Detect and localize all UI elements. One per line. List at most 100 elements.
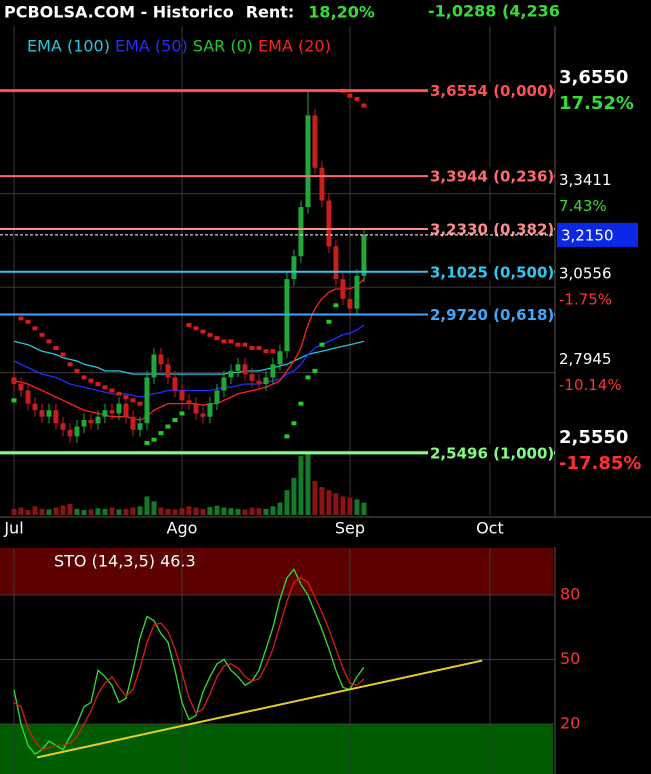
sar-dot [102, 385, 108, 390]
last-price-box [557, 222, 638, 247]
candle-body [144, 377, 150, 424]
sar-dot [67, 362, 73, 367]
fib-label-bg [428, 305, 554, 324]
candle-body [11, 377, 17, 384]
volume-bar [242, 509, 248, 515]
header-title: PCBOLSA.COM - Historico [4, 3, 234, 22]
candle-body [235, 364, 241, 371]
candle-body [60, 423, 66, 430]
fib-label-bg [428, 167, 554, 186]
sar-dot [347, 93, 353, 98]
volume-bar [284, 490, 290, 515]
sar-dot [95, 381, 101, 386]
volume-bar [102, 508, 108, 515]
volume-bar [354, 499, 360, 515]
candle-body [333, 246, 339, 280]
candle-body [214, 390, 220, 404]
sar-dot [291, 421, 297, 426]
volume-bar [39, 508, 45, 515]
sar-dot [158, 431, 164, 436]
sar-dot [228, 339, 234, 344]
candle-body [326, 200, 332, 247]
sar-dot [256, 345, 262, 350]
volume-bar [165, 508, 171, 515]
header-change: -1,0288 (4,236 [428, 2, 560, 21]
sar-dot [46, 339, 52, 344]
sar-dot [130, 398, 136, 403]
sar-dot [193, 326, 199, 331]
volume-bar [319, 487, 325, 515]
candle-body [32, 403, 38, 411]
volume-bar [305, 453, 311, 515]
volume-bar [326, 490, 332, 515]
candle-body [109, 410, 115, 414]
volume-bar [361, 502, 367, 515]
sar-dot [270, 349, 276, 354]
candle-body [39, 410, 45, 417]
sar-dot [60, 352, 66, 357]
sar-dot [319, 342, 325, 347]
y-tick-change: -17.85% [559, 453, 641, 474]
sar-dot [221, 339, 227, 344]
sar-dot [284, 434, 290, 439]
candle-body [354, 275, 360, 309]
candle-body [179, 390, 185, 401]
y-tick-change: -10.14% [559, 376, 622, 394]
volume-bar [67, 503, 73, 515]
candle-body [200, 413, 206, 417]
candle-body [88, 420, 94, 424]
sar-dot [18, 316, 24, 321]
candle-body [116, 403, 122, 414]
candle-body [46, 410, 52, 417]
sar-dot [333, 303, 339, 308]
x-axis-band [0, 517, 651, 547]
candle-body [263, 377, 269, 384]
candle-body [95, 416, 101, 424]
sar-dot [263, 349, 269, 354]
candle-body [137, 423, 143, 430]
sar-dot [298, 401, 304, 406]
volume-bar [263, 508, 269, 515]
y-tick-label: 2,5550 [559, 427, 628, 448]
candle-body [193, 403, 199, 414]
y-tick-label: 80 [560, 585, 580, 604]
fib-label-bg [428, 81, 554, 100]
legend-entry: EMA (50) [115, 37, 188, 56]
volume-bar [221, 507, 227, 515]
candle-body [81, 420, 87, 427]
y-tick-label: 50 [560, 649, 580, 668]
volume-bar [277, 502, 283, 515]
y-tick-label: 2,7945 [559, 350, 612, 368]
legend-entry: EMA (20) [258, 37, 331, 56]
x-tick-label: Sep [335, 519, 365, 538]
trend-line [36, 659, 483, 759]
candle-body [340, 279, 346, 299]
candle-body [151, 354, 157, 378]
candle-body [186, 400, 192, 404]
volume-bar [333, 493, 339, 515]
x-tick-label: Ago [167, 519, 198, 538]
volume-bar [130, 507, 136, 515]
fib-label: 3,3944 (0,236) [430, 168, 554, 186]
volume-bar [18, 507, 24, 515]
sar-dot [214, 336, 220, 341]
fib-label-bg [428, 220, 554, 239]
volume-bar [340, 496, 346, 515]
sar-dot [326, 319, 332, 324]
fib-label: 3,2330 (0,382) [430, 221, 554, 239]
sar-dot [305, 375, 311, 380]
volume-bar [109, 507, 115, 515]
sar-dot [32, 326, 38, 331]
upper-band [0, 548, 553, 596]
candle-body [165, 364, 171, 378]
sar-dot [354, 96, 360, 101]
volume-bar [81, 510, 87, 515]
y-tick-change: 17.52% [559, 93, 634, 114]
volume-bar [137, 506, 143, 515]
volume-bar [186, 506, 192, 515]
ema-line [13, 340, 365, 375]
volume-bar [256, 508, 262, 515]
candle-body [102, 410, 108, 417]
sar-dot [235, 342, 241, 347]
